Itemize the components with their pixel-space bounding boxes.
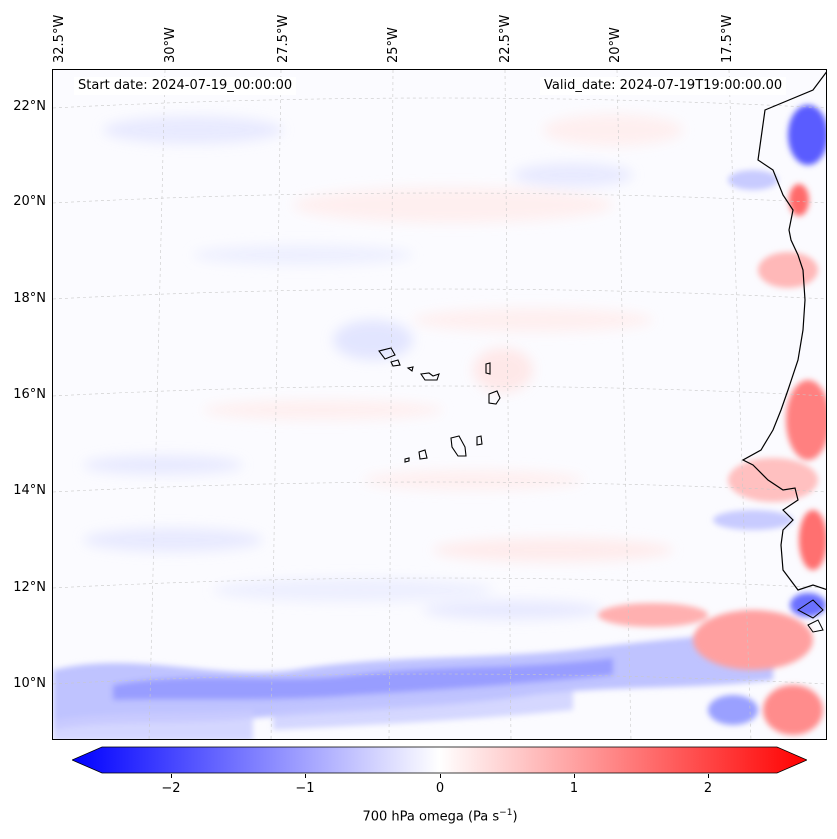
- meridian-20w: [616, 70, 632, 739]
- valid-date-label: Valid_date: 2024-07-19T19:00:00.00: [540, 77, 787, 95]
- coastal-ascent-patch: [728, 170, 778, 190]
- weak-ascent-patch: [103, 116, 283, 144]
- coastal-subsidence-patch: [693, 610, 813, 670]
- parallel-20n: [53, 192, 826, 204]
- colorbar-tickmark: [440, 774, 441, 778]
- parallel-12n: [53, 577, 826, 589]
- colorbar-tickmark: [708, 774, 709, 778]
- weak-subsidence-patch: [543, 114, 683, 146]
- cape-verde-islands: [378, 347, 501, 463]
- ascent-band-west: [53, 710, 253, 739]
- coastal-ascent-patch: [790, 593, 826, 617]
- lon-label-25w: 25°W: [386, 27, 401, 63]
- meridian-22-5w: [504, 70, 512, 739]
- colorbar-tickmark: [574, 774, 575, 778]
- weak-subsidence-patch: [293, 187, 613, 223]
- coastal-subsidence-patch: [598, 603, 708, 627]
- colorbar-gradient: [70, 746, 809, 774]
- colorbar-tickmark: [305, 774, 306, 778]
- weak-ascent-patch: [193, 245, 413, 265]
- omega-field-plot: [53, 70, 826, 739]
- coastal-subsidence-patch: [728, 458, 818, 502]
- parallel-14n: [53, 481, 826, 493]
- colorbar: [70, 746, 809, 774]
- meridian-17-5w: [728, 70, 752, 739]
- coastal-subsidence-patch: [799, 510, 826, 570]
- lat-label-22n: 22°N: [13, 99, 46, 114]
- lat-label-16n: 16°N: [13, 387, 46, 402]
- parallel-18n: [53, 288, 826, 300]
- lon-label-32-5w: 32.5°W: [52, 14, 67, 63]
- sal-island: [485, 362, 491, 375]
- lon-label-30w: 30°W: [163, 27, 178, 63]
- colorbar-bar: [70, 746, 809, 774]
- weak-subsidence-patch: [473, 348, 533, 392]
- coastal-subsidence-patch: [786, 380, 826, 460]
- fogo-island: [418, 449, 428, 460]
- weak-ascent-patch: [333, 320, 413, 360]
- meridian-25w: [388, 70, 394, 739]
- omega-map: [52, 69, 827, 740]
- colorbar-tick-label: 0: [435, 781, 445, 796]
- weak-subsidence-patch: [433, 538, 673, 562]
- coastal-ascent-patch: [708, 695, 758, 725]
- ascent-band-lower: [273, 690, 573, 730]
- weak-subsidence-patch: [203, 400, 443, 420]
- graticule: [53, 70, 826, 739]
- lon-label-20w: 20°W: [608, 27, 623, 63]
- weak-ascent-patch: [83, 455, 243, 475]
- parallel-22n: [53, 97, 826, 109]
- meridian-27-5w: [270, 70, 282, 739]
- santo-antao-island: [378, 347, 396, 360]
- lat-label-18n: 18°N: [13, 291, 46, 306]
- colorbar-title: 700 hPa omega (Pa s−1): [362, 808, 518, 825]
- lat-label-14n: 14°N: [13, 483, 46, 498]
- colorbar-tick-label: −2: [161, 781, 181, 796]
- santiago-island: [450, 435, 467, 457]
- coastal-ascent-patch: [788, 105, 826, 165]
- lon-label-17-5w: 17.5°W: [720, 14, 735, 63]
- weak-subsidence-patch: [363, 470, 583, 490]
- colorbar-tick-label: 1: [569, 781, 579, 796]
- bissagos-islands: [807, 619, 824, 633]
- weak-ascent-patch: [423, 600, 603, 620]
- colorbar-tick-label: −1: [295, 781, 315, 796]
- coastal-subsidence-patch: [763, 685, 823, 735]
- ascent-band-core: [113, 658, 613, 700]
- brava-island: [404, 457, 410, 463]
- coastal-subsidence-patch: [758, 252, 818, 288]
- parallel-16n: [53, 385, 826, 397]
- lon-label-27-5w: 27.5°W: [276, 14, 291, 63]
- sao-nicolau-island: [420, 372, 440, 381]
- colorbar-tickmark: [171, 774, 172, 778]
- lat-label-10n: 10°N: [13, 676, 46, 691]
- weak-ascent-patch: [213, 578, 493, 602]
- parallel-10n: [53, 673, 826, 685]
- sao-vicente-island: [390, 359, 401, 367]
- weak-ascent-patch: [83, 528, 263, 552]
- coastal-ascent-patch: [713, 510, 793, 530]
- africa-coastline: [741, 71, 826, 591]
- boa-vista-island: [488, 390, 501, 405]
- santa-luzia-island: [406, 366, 414, 372]
- lat-label-20n: 20°N: [13, 194, 46, 209]
- weak-subsidence-patch: [413, 308, 653, 332]
- coastal-subsidence-patch: [789, 184, 809, 216]
- start-date-label: Start date: 2024-07-19_00:00:00: [74, 77, 297, 95]
- colorbar-tick-label: 2: [703, 781, 713, 796]
- meridian-30w: [148, 70, 166, 739]
- bissagos-islands: [797, 599, 824, 619]
- lon-label-22-5w: 22.5°W: [498, 14, 513, 63]
- maio-island: [476, 435, 483, 446]
- lat-label-12n: 12°N: [13, 580, 46, 595]
- weak-ascent-patch: [513, 163, 633, 187]
